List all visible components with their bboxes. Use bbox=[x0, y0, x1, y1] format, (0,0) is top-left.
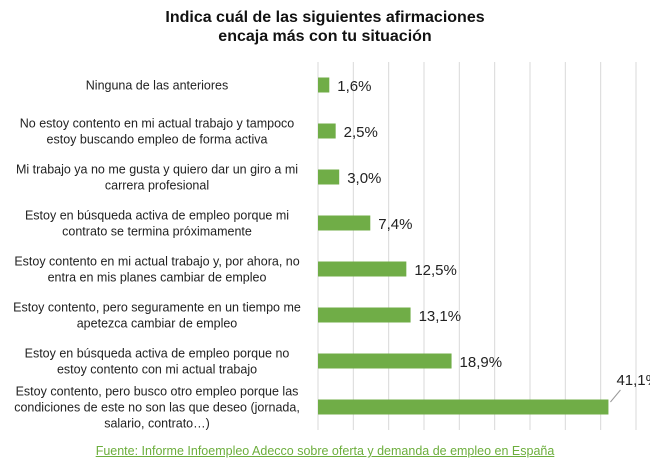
category-label: Ninguna de las anteriores bbox=[86, 79, 228, 93]
bar bbox=[318, 261, 407, 277]
data-label: 41,1% bbox=[616, 372, 650, 389]
category-label: carrera profesional bbox=[105, 179, 209, 193]
category-label: contrato se termina próximamente bbox=[62, 225, 252, 239]
category-label: Estoy contento en mi actual trabajo y, p… bbox=[14, 255, 299, 269]
chart-title-line-2: encaja más con tu situación bbox=[218, 28, 432, 45]
data-label: 12,5% bbox=[414, 262, 457, 279]
bar bbox=[318, 215, 371, 231]
category-label: condiciones de este no son las que deseo… bbox=[14, 401, 300, 415]
bar bbox=[318, 77, 330, 93]
chart-title: Indica cuál de las siguientes afirmacion… bbox=[0, 8, 650, 46]
bar bbox=[318, 169, 340, 185]
category-label: Estoy contento, pero seguramente en un t… bbox=[13, 301, 301, 315]
bar bbox=[318, 353, 452, 369]
category-label: estoy contento con mi actual trabajo bbox=[57, 363, 257, 377]
category-label: estoy buscando empleo de forma activa bbox=[47, 133, 268, 147]
bar bbox=[318, 307, 411, 323]
data-label: 18,9% bbox=[460, 354, 503, 371]
data-label: 3,0% bbox=[347, 170, 381, 187]
bar bbox=[318, 399, 609, 415]
chart-title-line-1: Indica cuál de las siguientes afirmacion… bbox=[165, 9, 485, 26]
data-label: 2,5% bbox=[344, 124, 378, 141]
category-label: entra en mis planes cambiar de empleo bbox=[48, 271, 267, 285]
category-label: No estoy contento en mi actual trabajo y… bbox=[20, 117, 295, 131]
category-label: Estoy en búsqueda activa de empleo porqu… bbox=[25, 347, 290, 361]
bar bbox=[318, 123, 336, 139]
category-label: Estoy en búsqueda activa de empleo porqu… bbox=[25, 209, 289, 223]
category-label: apetezca cambiar de empleo bbox=[77, 317, 238, 331]
category-label: Mi trabajo ya no me gusta y quiero dar u… bbox=[16, 163, 298, 177]
category-label: salario, contrato…) bbox=[104, 417, 210, 431]
data-label-leader bbox=[610, 389, 621, 403]
data-label: 1,6% bbox=[337, 78, 371, 95]
data-label: 7,4% bbox=[378, 216, 412, 233]
data-label: 13,1% bbox=[419, 308, 462, 325]
source-link[interactable]: Fuente: Informe Infoempleo Adecco sobre … bbox=[95, 444, 555, 458]
category-label: Estoy contento, pero busco otro empleo p… bbox=[16, 385, 299, 399]
bar-chart: Ninguna de las anteriores 1,6% No estoy co… bbox=[13, 62, 650, 431]
